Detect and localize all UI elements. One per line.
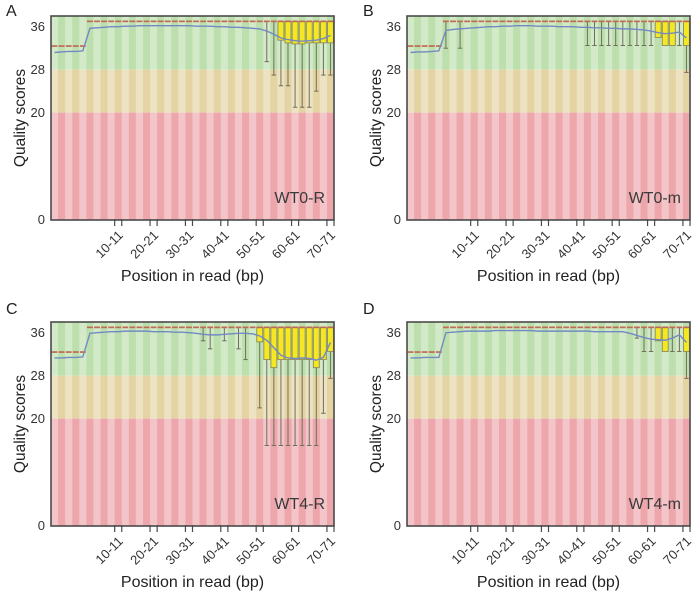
y-tick-label-28: 28	[386, 62, 401, 77]
x-axis-title: Position in read (bp)	[476, 574, 621, 591]
svg-text:20-21: 20-21	[483, 228, 517, 262]
panel-d: D Quality scores 36 28 20 0 10-11 20-21 30…	[350, 298, 699, 597]
svg-text:70-71: 70-71	[660, 534, 694, 568]
svg-text:40-41: 40-41	[198, 534, 232, 568]
quality-boxplot-c: 10-11 20-21 30-31 40-41 50-51 60-61 70-71	[50, 321, 338, 568]
panel-letter-d: D	[363, 301, 375, 318]
panel-a: A Quality scores 36 28 20 0 10-11 20-21 30…	[0, 0, 350, 298]
panel-letter-c: C	[6, 301, 18, 318]
svg-text:20-21: 20-21	[127, 228, 161, 262]
y-tick-label-28: 28	[386, 368, 401, 383]
y-tick-label-20: 20	[30, 105, 45, 120]
y-tick-label-36: 36	[30, 325, 45, 340]
y-tick-label-28: 28	[30, 62, 45, 77]
svg-text:60-61: 60-61	[625, 534, 659, 568]
svg-text:10-11: 10-11	[448, 534, 481, 567]
svg-text:50-51: 50-51	[589, 228, 623, 262]
svg-text:20-21: 20-21	[483, 534, 517, 568]
svg-text:60-61: 60-61	[269, 534, 303, 568]
sample-label-a: WT0-R	[274, 190, 325, 207]
svg-text:20-21: 20-21	[127, 534, 161, 568]
svg-text:10-11: 10-11	[92, 228, 125, 261]
y-tick-label-36: 36	[386, 325, 401, 340]
x-axis-title: Position in read (bp)	[120, 574, 265, 591]
svg-text:50-51: 50-51	[233, 534, 267, 568]
y-tick-label-36: 36	[30, 19, 45, 34]
quality-boxplot-b: 10-11 20-21 30-31 40-41 50-51 60-61 70-71	[406, 15, 694, 262]
quality-boxplot-a: 10-11 20-21 30-31 40-41 50-51 60-61 70-71	[50, 15, 338, 262]
sample-label-c: WT4-R	[274, 496, 325, 513]
panel-b: B Quality scores 36 28 20 0 10-11 20-21 30…	[350, 0, 699, 298]
svg-text:40-41: 40-41	[554, 228, 588, 262]
svg-text:40-41: 40-41	[554, 534, 588, 568]
svg-text:10-11: 10-11	[448, 228, 481, 261]
svg-text:50-51: 50-51	[589, 534, 623, 568]
panel-letter-a: A	[6, 3, 17, 20]
svg-text:70-71: 70-71	[304, 534, 338, 568]
panel-letter-b: B	[363, 3, 374, 20]
svg-text:60-61: 60-61	[625, 228, 659, 262]
svg-text:10-11: 10-11	[92, 534, 125, 567]
svg-text:60-61: 60-61	[269, 228, 303, 262]
y-tick-label-20: 20	[386, 105, 401, 120]
sample-label-d: WT4-m	[628, 496, 681, 513]
y-tick-label-0: 0	[393, 518, 401, 533]
sample-label-b: WT0-m	[628, 190, 681, 207]
svg-text:30-31: 30-31	[519, 534, 553, 568]
svg-text:30-31: 30-31	[519, 228, 553, 262]
x-axis-title: Position in read (bp)	[120, 268, 265, 285]
x-axis-title: Position in read (bp)	[476, 268, 621, 285]
y-tick-label-20: 20	[30, 411, 45, 426]
y-tick-label-0: 0	[37, 518, 45, 533]
panel-c: C Quality scores 36 28 20 0 10-11 20-21 30…	[0, 298, 350, 597]
y-tick-label-20: 20	[386, 411, 401, 426]
svg-text:70-71: 70-71	[660, 228, 694, 262]
svg-text:30-31: 30-31	[163, 534, 197, 568]
y-tick-label-28: 28	[30, 368, 45, 383]
y-tick-label-0: 0	[37, 212, 45, 227]
y-tick-label-36: 36	[386, 19, 401, 34]
svg-text:30-31: 30-31	[163, 228, 197, 262]
quality-boxplot-d: 10-11 20-21 30-31 40-41 50-51 60-61 70-71	[406, 321, 694, 568]
y-tick-label-0: 0	[393, 212, 401, 227]
svg-text:70-71: 70-71	[304, 228, 338, 262]
svg-text:50-51: 50-51	[233, 228, 267, 262]
svg-text:40-41: 40-41	[198, 228, 232, 262]
